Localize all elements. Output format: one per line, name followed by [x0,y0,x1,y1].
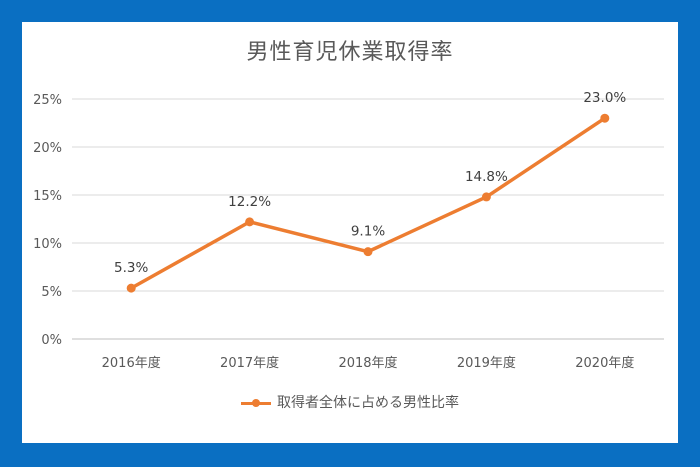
data-point [481,192,491,202]
data-label: 9.1% [351,224,385,240]
chart-title: 男性育児休業取得率 [246,40,454,65]
legend-label: 取得者全体に占める男性比率 [277,395,459,411]
data-point [600,113,610,123]
x-tick-label: 2019年度 [457,355,516,371]
y-tick-label: 25% [33,93,62,108]
y-tick-label: 20% [33,141,62,156]
y-tick-label: 15% [33,189,62,204]
data-label: 23.0% [583,90,626,106]
x-tick-label: 2020年度 [575,355,634,371]
x-tick-label: 2018年度 [338,355,397,371]
data-point [126,283,136,293]
y-tick-label: 10% [33,237,62,252]
chart-legend: 取得者全体に占める男性比率 [0,392,700,412]
data-point [245,217,255,227]
x-tick-label: 2016年度 [102,355,161,371]
y-tick-label: 0% [41,333,62,348]
data-point [363,247,373,257]
x-tick-label: 2017年度 [220,355,279,371]
y-tick-label: 5% [41,285,62,300]
data-label: 5.3% [114,260,148,276]
legend-line-marker [241,396,271,410]
data-label: 12.2% [228,194,271,210]
series-line [130,116,606,290]
chart-panel [22,22,678,443]
data-label: 14.8% [465,169,508,185]
